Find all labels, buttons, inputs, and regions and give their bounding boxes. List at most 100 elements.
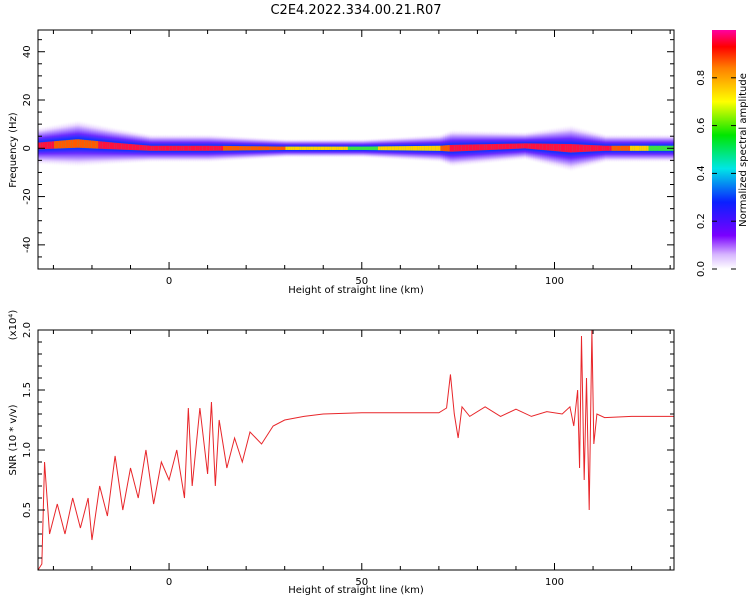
spectrogram-ridge-cell (421, 145, 425, 151)
colorbar-ticks: 0.0 0.2 0.4 0.6 0.8 (696, 70, 736, 277)
spectrogram-ridge-cell (65, 140, 69, 149)
spectrogram-x-label: Height of straight line (km) (288, 285, 424, 296)
spectrogram-ridge-cell (354, 146, 358, 150)
spectrogram-ridge-cell (470, 144, 474, 151)
spectrogram-ridge-cell (454, 144, 458, 152)
spectrogram-ridge-cell (232, 146, 236, 151)
spectrogram-ridge-cell (509, 143, 513, 150)
spectrogram-y-tick-label: 40 (22, 45, 33, 58)
snr-y-tick-label: 2.0 (22, 322, 33, 338)
snr-x-tick-label: 0 (166, 577, 172, 588)
spectrogram-ridge-cell (303, 146, 307, 150)
spectrogram-ridge-cell (266, 146, 270, 151)
spectrogram-ridge-cell (451, 144, 455, 152)
spectrogram-ridge-cell (433, 145, 437, 151)
spectrogram-ridge-cell (394, 146, 398, 151)
spectrogram-ridge-cell (220, 145, 224, 151)
spectrogram-ridge-cell (525, 143, 529, 149)
spectrogram-ridge-cell (636, 145, 640, 151)
spectrogram-ridge-cell (498, 143, 502, 150)
spectrogram-ridge-cell (280, 146, 284, 151)
spectrogram-ridge-cell (116, 142, 120, 150)
colorbar-tick-label: 0.0 (696, 261, 707, 277)
spectrogram-ridge-cell (403, 146, 407, 151)
spectrogram-ridge-cell (329, 146, 333, 150)
spectrogram-ridge-cell (283, 146, 287, 150)
spectrogram-ridge-cell (149, 145, 152, 151)
spectrogram-ridge-cell (160, 145, 164, 151)
spectrogram-ridge-cell (625, 145, 629, 151)
spectrogram-ridge-cell (648, 145, 652, 151)
spectrogram-ridge-cell (338, 146, 342, 150)
spectrogram-ridge-cell (643, 145, 647, 151)
spectrogram-ridge-cell (195, 145, 199, 151)
spectrogram-ridge-cell (250, 146, 254, 151)
spectrogram-ridge-cell (42, 142, 46, 150)
spectrogram-ridge-cell (213, 145, 217, 151)
spectrogram-ridge-cell (290, 146, 293, 150)
spectrogram-ridge-cell (331, 146, 335, 150)
spectrogram-ridge-cell (479, 144, 483, 151)
spectrogram-ridge-cell (105, 141, 108, 149)
spectrogram-x-tick-label: 50 (355, 276, 368, 287)
spectrogram-ridge-cell (345, 146, 349, 150)
spectrogram-ridge-cell (384, 146, 388, 151)
spectrogram-ridge-cell (535, 143, 539, 150)
spectrogram-ridge-cell (165, 145, 169, 151)
spectrogram-ridge-cell (653, 145, 657, 151)
snr-x-tick-label: 100 (545, 577, 564, 588)
spectrogram-ridge-cell (588, 144, 592, 152)
spectrogram-ridge-cell (613, 145, 617, 151)
spectrogram-y-label: Frequency (Hz) (8, 112, 19, 188)
spectrogram-ridge-cell (562, 143, 566, 152)
snr-x-tick-label: 50 (355, 577, 368, 588)
spectrogram-ridge-cell (169, 145, 173, 151)
spectrogram-ridge-cell (632, 145, 636, 151)
spectrogram-ridge-cell (51, 141, 55, 149)
spectrogram-heatmap (38, 119, 674, 173)
spectrogram-ridge-cell (236, 146, 240, 151)
spectrogram-ridge-cell (181, 145, 185, 151)
spectrogram-ridge-cell (549, 143, 553, 151)
colorbar-gradient (712, 30, 736, 269)
spectrogram-ridge-cell (505, 143, 509, 150)
spectrogram-y-tick-label: -40 (22, 237, 33, 253)
spectrogram-ridge-cell (521, 143, 525, 149)
spectrogram-ridge-cell (449, 144, 453, 152)
spectrogram-ridge-cell (324, 146, 328, 150)
spectrogram-ridge-cell (183, 145, 187, 151)
spectrogram-ridge-cell (278, 146, 282, 151)
spectrogram-ridge-cell (155, 145, 159, 151)
spectrogram-ridge-cell (56, 140, 60, 149)
spectrogram-ridge-cell (93, 140, 97, 149)
spectrogram-ridge-cell (650, 145, 654, 151)
spectrogram-ridge-cell (301, 146, 305, 150)
spectrogram-ridge-cell (269, 146, 273, 151)
spectrogram-ridge-cell (431, 145, 435, 151)
spectrogram-ridge-cell (639, 145, 643, 151)
spectrogram-ridge-cell (583, 144, 587, 152)
spectrogram-ridge-cell (199, 145, 203, 151)
spectrogram-ridge-cell (112, 142, 115, 150)
spectrogram-y-tick-label: 0 (22, 145, 33, 151)
spectrogram-ridge-cell (49, 141, 53, 149)
spectrogram-ridge-cell (151, 145, 155, 151)
spectrogram-ridge-cell (352, 146, 356, 150)
spectrogram-ridge-cell (123, 143, 127, 150)
colorbar-tick-label: 0.4 (696, 165, 707, 181)
spectrogram-ridge-cell (308, 146, 312, 150)
snr-panel: 0 50 100 0.5 1.0 1.5 2.0 Height of straight l… (8, 310, 675, 596)
spectrogram-ridge-cell (595, 145, 599, 152)
spectrogram-ridge-cell (225, 145, 229, 151)
spectrogram-ridge-cell (417, 145, 421, 151)
spectrogram-ridge-cell (468, 144, 472, 151)
spectrogram-x-ticks: 0 50 100 (52, 30, 671, 287)
spectrogram-ridge-cell (271, 146, 275, 151)
spectrogram-ridge-cell (54, 141, 58, 149)
spectrogram-ridge-cell (75, 139, 78, 148)
spectrogram-ridge-cell (186, 145, 189, 151)
spectrogram-ridge-cell (623, 145, 627, 151)
spectrogram-ridge-cell (410, 146, 414, 151)
spectrogram-ridge-cell (109, 142, 113, 150)
spectrogram-ridge-cell (558, 143, 562, 152)
